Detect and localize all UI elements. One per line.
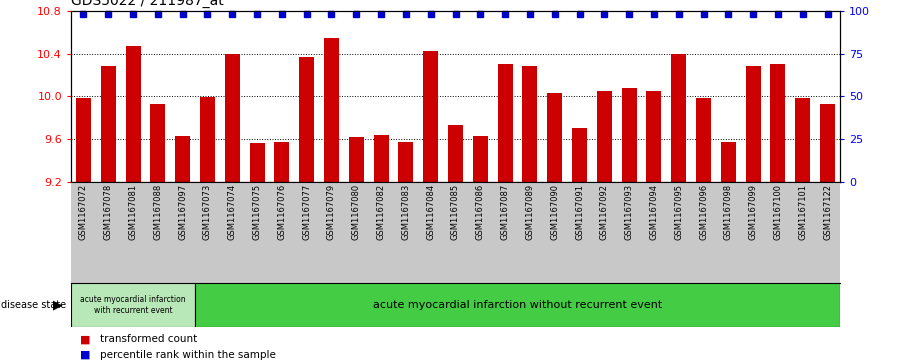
- Bar: [497, 64, 513, 182]
- Bar: [274, 142, 290, 182]
- Bar: [448, 125, 463, 182]
- Bar: [647, 91, 661, 182]
- Bar: [398, 142, 414, 182]
- Bar: [324, 37, 339, 182]
- Bar: [671, 54, 686, 182]
- Text: GSM1167079: GSM1167079: [327, 184, 336, 240]
- Bar: [696, 98, 711, 182]
- Text: GSM1167078: GSM1167078: [104, 184, 113, 240]
- Text: percentile rank within the sample: percentile rank within the sample: [100, 350, 276, 360]
- Bar: [548, 93, 562, 182]
- Bar: [71, 283, 195, 327]
- Text: GSM1167075: GSM1167075: [252, 184, 261, 240]
- Bar: [721, 142, 736, 182]
- Text: acute myocardial infarction
with recurrent event: acute myocardial infarction with recurre…: [80, 294, 186, 315]
- Text: GSM1167086: GSM1167086: [476, 184, 485, 240]
- Text: ■: ■: [80, 350, 91, 360]
- Bar: [76, 98, 91, 182]
- Bar: [349, 137, 363, 182]
- Bar: [250, 143, 264, 182]
- Bar: [795, 98, 810, 182]
- Text: GSM1167085: GSM1167085: [451, 184, 460, 240]
- Bar: [523, 66, 537, 182]
- Bar: [150, 104, 165, 182]
- Text: GSM1167099: GSM1167099: [749, 184, 758, 240]
- Bar: [175, 136, 190, 182]
- Text: GSM1167092: GSM1167092: [599, 184, 609, 240]
- Text: GSM1167095: GSM1167095: [674, 184, 683, 240]
- Text: GSM1167072: GSM1167072: [79, 184, 88, 240]
- Bar: [200, 97, 215, 182]
- Text: GSM1167076: GSM1167076: [277, 184, 286, 240]
- Text: GSM1167088: GSM1167088: [153, 184, 162, 240]
- Bar: [299, 57, 314, 182]
- Text: GSM1167083: GSM1167083: [402, 184, 410, 240]
- Text: GSM1167087: GSM1167087: [501, 184, 509, 240]
- Bar: [621, 87, 637, 182]
- Text: GSM1167084: GSM1167084: [426, 184, 435, 240]
- Text: ▶: ▶: [53, 298, 62, 311]
- Text: GSM1167093: GSM1167093: [625, 184, 634, 240]
- Bar: [195, 283, 840, 327]
- Bar: [771, 64, 785, 182]
- Text: disease state: disease state: [1, 300, 66, 310]
- Text: GSM1167101: GSM1167101: [798, 184, 807, 240]
- Text: GSM1167098: GSM1167098: [724, 184, 732, 240]
- Bar: [424, 52, 438, 182]
- Text: GSM1167096: GSM1167096: [699, 184, 708, 240]
- Bar: [597, 91, 612, 182]
- Text: GSM1167094: GSM1167094: [650, 184, 659, 240]
- Bar: [820, 104, 835, 182]
- Bar: [126, 46, 140, 182]
- Text: GSM1167100: GSM1167100: [773, 184, 783, 240]
- Text: GSM1167089: GSM1167089: [526, 184, 535, 240]
- Bar: [374, 135, 388, 182]
- Bar: [746, 66, 761, 182]
- Text: transformed count: transformed count: [100, 334, 198, 344]
- Text: GSM1167091: GSM1167091: [575, 184, 584, 240]
- Text: GSM1167074: GSM1167074: [228, 184, 237, 240]
- Text: GSM1167073: GSM1167073: [203, 184, 212, 240]
- Text: GSM1167081: GSM1167081: [128, 184, 138, 240]
- Text: GSM1167082: GSM1167082: [376, 184, 385, 240]
- Text: GSM1167122: GSM1167122: [823, 184, 832, 240]
- Text: GSM1167097: GSM1167097: [179, 184, 187, 240]
- Bar: [473, 136, 487, 182]
- Bar: [101, 66, 116, 182]
- Text: GSM1167080: GSM1167080: [352, 184, 361, 240]
- Text: ■: ■: [80, 334, 91, 344]
- Text: acute myocardial infarction without recurrent event: acute myocardial infarction without recu…: [373, 300, 662, 310]
- Text: GSM1167077: GSM1167077: [302, 184, 312, 240]
- Bar: [225, 54, 240, 182]
- Text: GSM1167090: GSM1167090: [550, 184, 559, 240]
- Bar: [572, 128, 587, 182]
- Text: GDS5022 / 211987_at: GDS5022 / 211987_at: [71, 0, 224, 8]
